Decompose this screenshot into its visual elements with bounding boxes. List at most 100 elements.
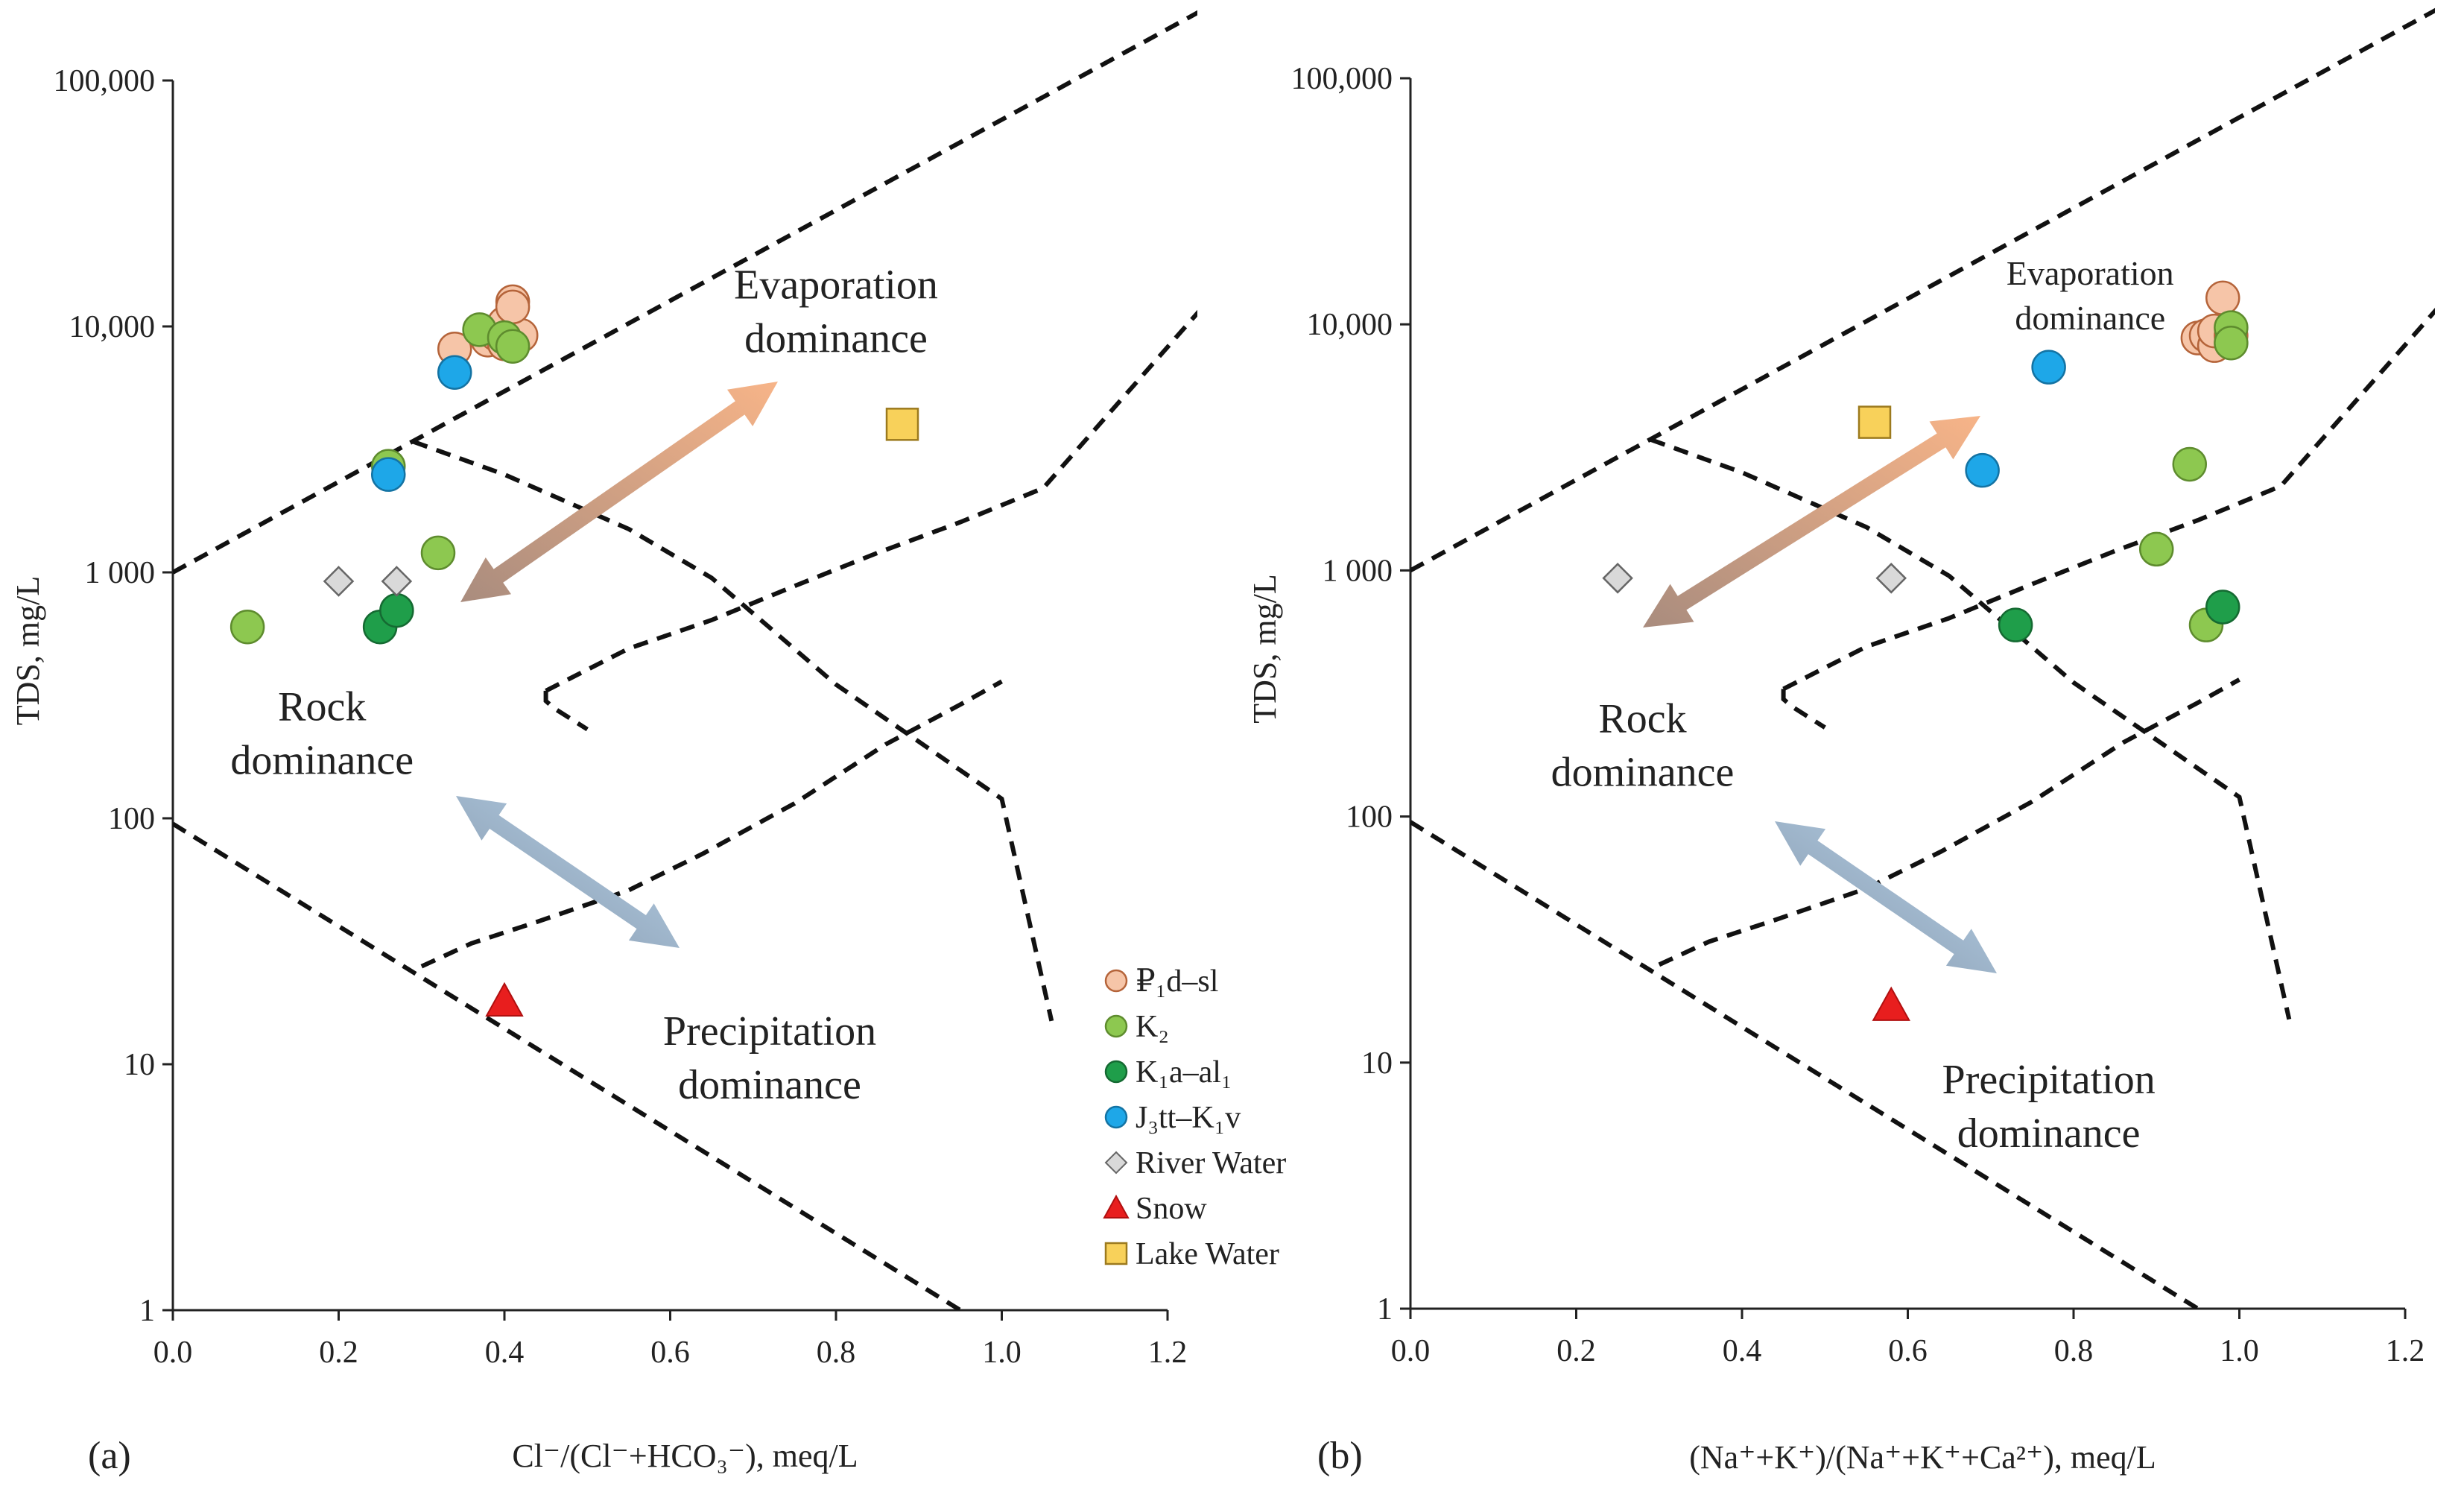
data-point [381, 566, 413, 597]
x-tick-label: 0.0 [1391, 1334, 1431, 1368]
rock-precipitation-boundary [420, 679, 1003, 969]
y-tick-label: 1 [139, 1294, 155, 1328]
series-j-tt-k-v [1965, 350, 2066, 488]
series-snow [1872, 986, 1910, 1021]
evaporation-arrow [1643, 416, 1980, 628]
series-lake-water [885, 408, 919, 441]
data-point [495, 329, 531, 364]
x-tick-label: 1.2 [1148, 1336, 1188, 1370]
x-tick-label: 0.6 [1888, 1334, 1928, 1368]
x-tick-label: 0.4 [485, 1336, 525, 1370]
lower-boundary-line [1410, 820, 2199, 1309]
x-axis-title: (Na⁺+K⁺)/(Na⁺+K⁺+Ca²⁺), meq/L [1689, 1439, 2156, 1476]
series-k-a-al- [1998, 590, 2240, 642]
data-point [495, 289, 531, 325]
boomerang-nose [543, 690, 589, 732]
legend-marker [1104, 969, 1128, 993]
data-point [2214, 325, 2249, 361]
data-point [2031, 350, 2066, 385]
legend-marker [1104, 1060, 1128, 1084]
legend-marker [1104, 1014, 1128, 1038]
x-tick-label: 0.6 [650, 1336, 690, 1370]
y-tick-label: 1 000 [1323, 554, 1393, 588]
data-point [2172, 446, 2207, 482]
y-tick-label: 10,000 [1307, 308, 1393, 342]
data-point [1857, 405, 1892, 439]
legend: ₽₁d–sl K₂ K₁a–al₁ J₃tt–K₁v River Water Snow La… [1103, 964, 1286, 1271]
y-tick-label: 10 [124, 1048, 155, 1082]
legend-label: ₽₁d–sl [1136, 964, 1218, 999]
y-tick-label: 1 000 [85, 556, 156, 590]
legend-marker [1104, 1105, 1128, 1129]
data-point [371, 457, 406, 492]
rock-evaporation-boundary [412, 439, 1054, 1022]
evaporation-arrow [460, 382, 778, 602]
y-axis-title: TDS, mg/L [10, 576, 46, 725]
panel-b: 1 10 100 1 000 10,000 100,000 0.0 0.2 0.4 0.6 0.8 1… [1247, 7, 2435, 1477]
precipitation-arrow [456, 796, 680, 948]
panel-label: (b) [1317, 1435, 1363, 1477]
series-k- [2139, 310, 2249, 642]
data-point [437, 355, 472, 390]
boundary-lines [1410, 7, 2435, 1309]
data-point [229, 609, 265, 645]
upper-boundary-line [1410, 7, 2435, 573]
legend-label: Lake Water [1136, 1237, 1279, 1271]
legend-marker [1104, 1242, 1128, 1265]
series-river-water [1602, 563, 1907, 594]
x-tick-label: 0.8 [2054, 1334, 2094, 1368]
series-j-tt-k-v [371, 355, 472, 492]
series-river-water [323, 566, 413, 597]
legend-label: K₂ [1136, 1010, 1169, 1044]
data-point [2139, 531, 2174, 567]
data-point [323, 566, 355, 597]
data-point [2205, 280, 2240, 316]
x-tick-label: 0.4 [1723, 1334, 1762, 1368]
y-tick-label: 100,000 [54, 64, 156, 98]
y-axis-title: TDS, mg/L [1247, 574, 1283, 723]
boomerang-nose [1781, 689, 1826, 730]
data-point [2205, 590, 2240, 625]
legend-marker [1103, 1194, 1130, 1219]
lower-boundary-line [173, 821, 962, 1310]
data-point [1875, 563, 1907, 594]
legend-label: J₃tt–K₁v [1136, 1101, 1241, 1135]
region-label: dominance [1551, 750, 1735, 796]
series-lake-water [1857, 405, 1892, 439]
legend-label: K₁a–al₁ [1136, 1055, 1232, 1090]
evaporation-lower-boundary [545, 309, 1197, 693]
rock-precipitation-boundary [1658, 677, 2240, 967]
region-label: dominance [230, 738, 414, 784]
x-tick-label: 1.0 [2220, 1334, 2259, 1368]
region-label: dominance [744, 315, 928, 361]
y-tick-label: 100,000 [1291, 62, 1393, 96]
legend-marker [1104, 1151, 1128, 1175]
region-label: Precipitation [1942, 1057, 2156, 1103]
y-tick-label: 1 [1377, 1292, 1393, 1327]
x-tick-label: 0.0 [153, 1336, 193, 1370]
x-tick-label: 0.2 [319, 1336, 358, 1370]
region-label: dominance [678, 1062, 861, 1108]
region-label: Evaporation [734, 262, 938, 308]
series-snow [485, 982, 524, 1017]
panel-a: 1 10 100 1 000 10,000 100,000 0.0 0.2 0.4 0.6 0.8 1… [10, 10, 1286, 1477]
data-point [485, 982, 524, 1017]
series-k-a-al- [362, 592, 414, 645]
rock-evaporation-boundary [1650, 437, 2292, 1020]
upper-boundary-line [173, 10, 1197, 575]
legend-label: River Water [1136, 1146, 1286, 1180]
data-point [420, 535, 456, 571]
region-label: Precipitation [663, 1008, 876, 1055]
data-point [1965, 452, 2000, 488]
x-tick-label: 1.0 [982, 1336, 1022, 1370]
panel-label: (a) [88, 1435, 131, 1477]
evaporation-lower-boundary [1782, 307, 2435, 692]
boundary-lines [173, 10, 1197, 1310]
data-point [379, 592, 414, 628]
region-label: dominance [2015, 299, 2165, 337]
precipitation-arrow [1775, 821, 1997, 973]
data-point [1602, 563, 1633, 594]
x-tick-label: 0.8 [817, 1336, 856, 1370]
data-point [885, 408, 919, 441]
